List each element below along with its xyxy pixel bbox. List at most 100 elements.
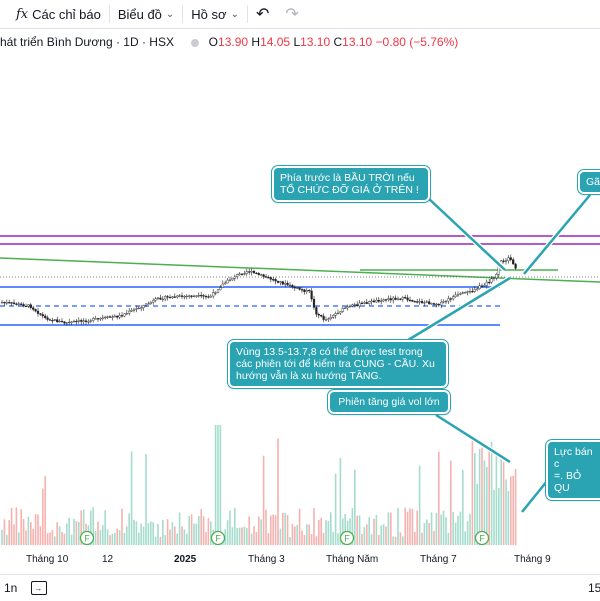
candle-body xyxy=(264,276,268,278)
candle-body xyxy=(159,297,162,300)
candle-body xyxy=(12,302,16,304)
candle-body xyxy=(406,297,409,301)
volume-bar xyxy=(243,526,246,545)
candle-body xyxy=(212,292,215,297)
event-marker-label: F xyxy=(215,534,221,544)
volume-bar xyxy=(224,529,226,545)
candle-body xyxy=(125,313,128,315)
candle-body xyxy=(425,301,428,303)
chevron-down-icon: ⌄ xyxy=(165,8,175,20)
event-marker-icon: F xyxy=(474,530,490,546)
candle-body xyxy=(312,298,316,308)
candle-body xyxy=(22,304,25,307)
candle-body xyxy=(89,320,92,322)
callout-zone[interactable]: Vùng 13.5-13.7,8 có thể được test trong … xyxy=(227,339,449,389)
volume-bar xyxy=(318,519,320,545)
volume-bar xyxy=(44,476,46,545)
event-marker-circle xyxy=(79,530,95,546)
volume-bar xyxy=(286,515,289,545)
candle-body xyxy=(353,304,356,306)
volume-bar xyxy=(390,512,392,545)
volume-bar xyxy=(277,438,279,545)
volume-bar xyxy=(27,516,30,545)
callout-sell[interactable]: Lực bán c =. BỎ QU xyxy=(545,439,600,501)
volume-bar xyxy=(174,526,176,545)
candle-body xyxy=(492,277,496,280)
candle-body xyxy=(221,283,224,288)
candle-body xyxy=(68,321,71,324)
candle-body xyxy=(48,319,52,321)
volume-bar xyxy=(306,524,308,545)
candle-body xyxy=(238,273,241,275)
candle-body xyxy=(483,285,486,287)
candle-body xyxy=(274,279,277,282)
volume-bar xyxy=(116,528,118,545)
symbol-title[interactable]: hát triển Bình Dương · 1D · HSX xyxy=(0,35,174,49)
candle-body xyxy=(416,301,419,303)
volume-bar xyxy=(507,491,510,545)
volume-bar xyxy=(296,525,298,545)
candle-body xyxy=(231,278,234,281)
candle-body xyxy=(29,304,32,308)
volume-bar xyxy=(320,517,322,545)
candle-body xyxy=(24,305,28,308)
volume-bar xyxy=(94,530,97,545)
callout-sky[interactable]: Phía trước là BẦU TRỜI nếu TỔ CHỨC ĐỠ GI… xyxy=(271,165,431,203)
volume-bar xyxy=(15,507,18,545)
volume-bar xyxy=(20,509,22,545)
redo-button[interactable]: ↷ xyxy=(277,0,306,28)
callout-right-top[interactable]: Gã xyxy=(577,169,600,195)
volume-bar xyxy=(440,514,442,545)
volume-bar xyxy=(102,525,104,545)
volume-bar xyxy=(214,425,217,545)
volume-bar xyxy=(356,515,358,545)
range-button[interactable]: 1n xyxy=(4,581,18,595)
volume-bar xyxy=(193,523,195,545)
volume-bar xyxy=(162,519,164,545)
volume-bar xyxy=(514,469,517,545)
indicators-button[interactable]: fx Các chỉ báo xyxy=(0,0,109,28)
candle-body xyxy=(490,278,493,283)
candle-body xyxy=(60,320,64,323)
chart-type-button[interactable]: Biểu đồ ⌄ xyxy=(110,0,182,28)
volume-bar xyxy=(478,448,481,545)
candle-body xyxy=(240,273,244,275)
volume-bar xyxy=(246,528,248,545)
market-status-icon xyxy=(191,38,200,47)
candle-body xyxy=(243,273,246,275)
candle-body xyxy=(308,289,311,292)
date-range-icon[interactable]: → xyxy=(31,581,48,595)
volume-bar xyxy=(411,508,414,545)
volume-bar xyxy=(404,507,406,545)
volume-bar xyxy=(486,466,488,545)
candle-body xyxy=(300,289,304,291)
volume-bar xyxy=(10,507,13,545)
candle-body xyxy=(396,298,400,300)
volume-bar xyxy=(241,527,243,545)
candle-body xyxy=(485,281,488,286)
candle-body xyxy=(310,290,313,300)
candle-body xyxy=(322,315,325,320)
toolbar-divider xyxy=(182,5,184,23)
volume-bar xyxy=(198,515,200,545)
volume-bar xyxy=(423,523,426,545)
undo-button[interactable]: ↶ xyxy=(248,0,277,28)
candle-body xyxy=(173,296,176,298)
volume-bar xyxy=(75,521,78,545)
callout-volume[interactable]: Phiên tăng giá vol lớn xyxy=(327,389,451,415)
time-axis[interactable]: Tháng 10 12 2025 Tháng 3 Tháng Năm Tháng… xyxy=(0,552,600,570)
candle-body xyxy=(63,321,66,324)
profile-button[interactable]: Hồ sơ ⌄ xyxy=(183,0,247,28)
volume-bar xyxy=(217,425,219,545)
time-axis-label: Tháng 9 xyxy=(514,554,551,565)
candle-body xyxy=(92,318,95,321)
volume-bar xyxy=(459,511,462,545)
volume-bar xyxy=(426,519,428,545)
candle-body xyxy=(94,318,97,320)
candle-body xyxy=(372,300,376,303)
volume-bar xyxy=(452,512,454,545)
candle-body xyxy=(197,295,200,297)
volume-bar xyxy=(205,531,207,545)
